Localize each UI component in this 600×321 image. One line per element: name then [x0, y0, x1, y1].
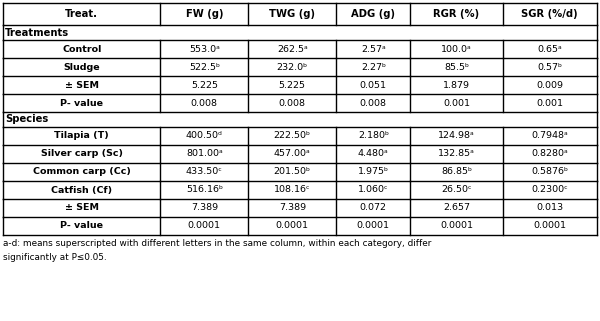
- Text: 0.051: 0.051: [360, 81, 387, 90]
- Text: TWG (g): TWG (g): [269, 9, 315, 19]
- Text: 0.0001: 0.0001: [188, 221, 221, 230]
- Text: 522.5ᵇ: 522.5ᵇ: [189, 63, 220, 72]
- Text: 2.57ᵃ: 2.57ᵃ: [361, 45, 386, 54]
- Text: 232.0ᵇ: 232.0ᵇ: [277, 63, 308, 72]
- Text: a-d: means superscripted with different letters in the same column, within each : a-d: means superscripted with different …: [3, 239, 431, 248]
- Text: Treat.: Treat.: [65, 9, 98, 19]
- Text: Species: Species: [5, 115, 48, 125]
- Text: Treatments: Treatments: [5, 28, 69, 38]
- Text: 7.389: 7.389: [191, 204, 218, 213]
- Text: 0.2300ᶜ: 0.2300ᶜ: [532, 186, 568, 195]
- Text: 400.50ᵈ: 400.50ᵈ: [186, 132, 223, 141]
- Text: 0.0001: 0.0001: [276, 221, 309, 230]
- Text: 0.65ᵃ: 0.65ᵃ: [538, 45, 562, 54]
- Text: Silver carp (Sc): Silver carp (Sc): [41, 150, 123, 159]
- Text: 0.0001: 0.0001: [533, 221, 566, 230]
- Text: 457.00ᵃ: 457.00ᵃ: [274, 150, 311, 159]
- Text: significantly at P≤0.05.: significantly at P≤0.05.: [3, 253, 107, 262]
- Text: RGR (%): RGR (%): [433, 9, 479, 19]
- Text: 5.225: 5.225: [279, 81, 306, 90]
- Text: 0.0001: 0.0001: [440, 221, 473, 230]
- Text: ± SEM: ± SEM: [65, 81, 99, 90]
- Text: 132.85ᵃ: 132.85ᵃ: [438, 150, 475, 159]
- Text: SGR (%/d): SGR (%/d): [521, 9, 578, 19]
- Text: 262.5ᵃ: 262.5ᵃ: [277, 45, 308, 54]
- Text: 100.0ᵃ: 100.0ᵃ: [441, 45, 472, 54]
- Text: 1.975ᵇ: 1.975ᵇ: [358, 168, 389, 177]
- Text: 5.225: 5.225: [191, 81, 218, 90]
- Text: 801.00ᵃ: 801.00ᵃ: [186, 150, 223, 159]
- Text: Common carp (Cc): Common carp (Cc): [33, 168, 131, 177]
- Text: 0.7948ᵃ: 0.7948ᵃ: [532, 132, 568, 141]
- Text: 26.50ᶜ: 26.50ᶜ: [441, 186, 472, 195]
- Text: 0.001: 0.001: [536, 99, 563, 108]
- Text: 2.180ᵇ: 2.180ᵇ: [358, 132, 389, 141]
- Text: 0.008: 0.008: [279, 99, 306, 108]
- Text: 0.013: 0.013: [536, 204, 563, 213]
- Text: 108.16ᶜ: 108.16ᶜ: [274, 186, 311, 195]
- Text: 0.0001: 0.0001: [357, 221, 390, 230]
- Text: 0.008: 0.008: [360, 99, 387, 108]
- Text: 86.85ᵇ: 86.85ᵇ: [441, 168, 472, 177]
- Text: 222.50ᵇ: 222.50ᵇ: [274, 132, 311, 141]
- Text: Sludge: Sludge: [64, 63, 100, 72]
- Text: 201.50ᵇ: 201.50ᵇ: [274, 168, 311, 177]
- Text: 433.50ᶜ: 433.50ᶜ: [186, 168, 223, 177]
- Text: 0.8280ᵃ: 0.8280ᵃ: [532, 150, 568, 159]
- Text: 7.389: 7.389: [279, 204, 306, 213]
- Text: 4.480ᵃ: 4.480ᵃ: [358, 150, 389, 159]
- Text: 0.008: 0.008: [191, 99, 218, 108]
- Text: FW (g): FW (g): [185, 9, 223, 19]
- Text: 553.0ᵃ: 553.0ᵃ: [189, 45, 220, 54]
- Text: 2.657: 2.657: [443, 204, 470, 213]
- Text: P- value: P- value: [60, 221, 103, 230]
- Text: 0.57ᵇ: 0.57ᵇ: [537, 63, 562, 72]
- Text: 85.5ᵇ: 85.5ᵇ: [444, 63, 469, 72]
- Text: 516.16ᵇ: 516.16ᵇ: [186, 186, 223, 195]
- Text: 0.072: 0.072: [360, 204, 387, 213]
- Text: Control: Control: [62, 45, 101, 54]
- Text: ± SEM: ± SEM: [65, 204, 99, 213]
- Text: P- value: P- value: [60, 99, 103, 108]
- Text: 1.060ᶜ: 1.060ᶜ: [358, 186, 389, 195]
- Text: ADG (g): ADG (g): [352, 9, 395, 19]
- Text: Catfish (Cf): Catfish (Cf): [51, 186, 112, 195]
- Text: 0.5876ᵇ: 0.5876ᵇ: [531, 168, 568, 177]
- Text: 124.98ᵃ: 124.98ᵃ: [438, 132, 475, 141]
- Text: 0.001: 0.001: [443, 99, 470, 108]
- Text: Tilapia (T): Tilapia (T): [55, 132, 109, 141]
- Text: 0.009: 0.009: [536, 81, 563, 90]
- Text: 1.879: 1.879: [443, 81, 470, 90]
- Text: 2.27ᵇ: 2.27ᵇ: [361, 63, 386, 72]
